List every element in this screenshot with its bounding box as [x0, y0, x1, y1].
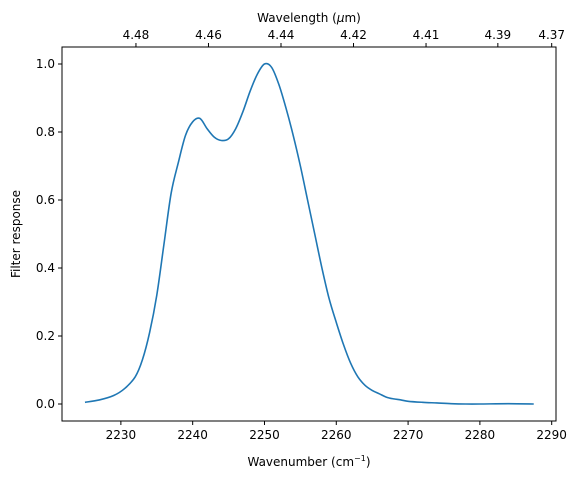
top-tick-label: 4.39: [484, 28, 511, 42]
top-tick-label: 4.44: [268, 28, 295, 42]
top-tick-label: 4.37: [538, 28, 565, 42]
y-tick-label: 0.6: [36, 193, 55, 207]
y-axis-label: Filter response: [9, 190, 23, 278]
x-tick-label: 2260: [321, 428, 352, 442]
x-tick-label: 2270: [393, 428, 424, 442]
x-tick-label: 2290: [536, 428, 567, 442]
series-line-0: [84, 62, 534, 405]
y-ticks: 0.0 0.2 0.4 0.6 0.8 1.0: [36, 57, 62, 411]
x-axis-label: Wavenumber (cm−1): [247, 454, 370, 469]
x-tick-label: 2230: [106, 428, 137, 442]
y-tick-label: 1.0: [36, 57, 55, 71]
y-tick-label: 0.4: [36, 261, 55, 275]
top-tick-label: 4.41: [413, 28, 440, 42]
x-tick-label: 2280: [465, 428, 496, 442]
y-tick-label: 0.0: [36, 397, 55, 411]
top-tick-label: 4.48: [123, 28, 150, 42]
axes-frame: [61, 46, 557, 422]
top-tick-label: 4.46: [195, 28, 222, 42]
bottom-x-ticks: 2230 2240 2250 2260 2270 2280 2290: [106, 421, 567, 442]
plot-layer: [84, 62, 534, 405]
top-x-ticks: 4.48 4.46 4.44 4.42 4.41 4.39 4.37: [123, 28, 565, 47]
x-tick-label: 2250: [249, 428, 280, 442]
top-tick-label: 4.42: [340, 28, 367, 42]
y-tick-label: 0.8: [36, 125, 55, 139]
x-tick-label: 2240: [177, 428, 208, 442]
y-tick-label: 0.2: [36, 329, 55, 343]
top-x-axis-label: Wavelength (μm): [257, 11, 361, 25]
